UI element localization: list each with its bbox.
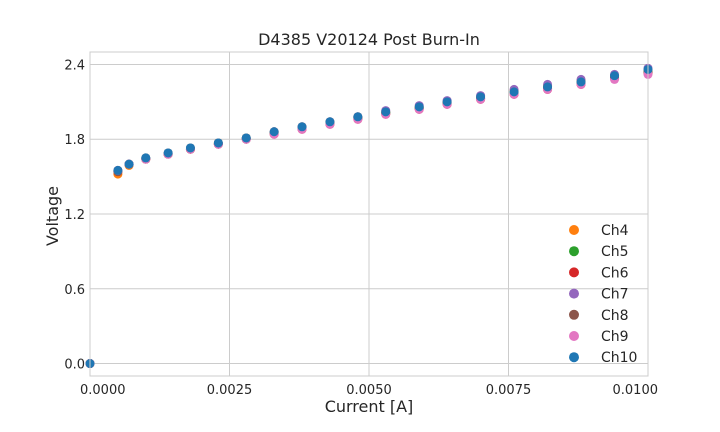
y-axis-label: Voltage bbox=[43, 186, 62, 246]
data-point bbox=[381, 107, 391, 117]
y-tick-label: 1.8 bbox=[64, 133, 85, 148]
series-ch10 bbox=[85, 64, 653, 369]
data-point bbox=[241, 133, 251, 143]
legend-marker bbox=[569, 288, 579, 299]
data-points bbox=[85, 63, 653, 369]
legend-marker bbox=[569, 267, 579, 278]
data-point bbox=[213, 138, 223, 148]
legend-marker bbox=[569, 246, 579, 257]
data-point bbox=[185, 143, 195, 153]
data-point bbox=[325, 117, 335, 127]
plot-frame bbox=[89, 51, 649, 377]
data-point bbox=[509, 87, 519, 97]
x-tick-label: 0.0075 bbox=[486, 383, 532, 398]
y-axis-ticks: 0.0 0.6 1.2 1.8 2.4 bbox=[64, 58, 85, 372]
data-point bbox=[543, 82, 553, 92]
legend-label: Ch6 bbox=[601, 265, 629, 281]
data-point bbox=[610, 71, 620, 81]
y-tick-label: 0.0 bbox=[64, 358, 85, 373]
x-axis-label: Current [A] bbox=[325, 397, 414, 416]
legend-label: Ch8 bbox=[601, 308, 629, 324]
data-point bbox=[113, 165, 123, 175]
legend-label: Ch10 bbox=[601, 350, 637, 366]
data-point bbox=[353, 112, 363, 122]
legend-marker bbox=[569, 352, 579, 363]
grid bbox=[89, 52, 649, 376]
x-tick-label: 0.0050 bbox=[346, 383, 392, 398]
legend-marker bbox=[569, 309, 579, 320]
data-point bbox=[476, 92, 486, 102]
y-tick-label: 1.2 bbox=[64, 208, 85, 223]
data-point bbox=[269, 127, 279, 137]
x-tick-label: 0.0000 bbox=[80, 383, 126, 398]
legend: Ch4 Ch5 Ch6 Ch7 Ch8 Ch9 Ch10 bbox=[569, 223, 637, 366]
x-axis-ticks: 0.0000 0.0025 0.0050 0.0075 0.0100 bbox=[80, 383, 658, 398]
data-point bbox=[414, 102, 424, 112]
data-point bbox=[576, 77, 586, 87]
y-tick-label: 0.6 bbox=[64, 283, 85, 298]
legend-label: Ch9 bbox=[601, 329, 629, 345]
data-point bbox=[141, 153, 151, 163]
y-tick-label: 2.4 bbox=[64, 58, 85, 73]
legend-label: Ch4 bbox=[601, 223, 629, 239]
legend-label: Ch7 bbox=[601, 287, 629, 303]
legend-label: Ch5 bbox=[601, 244, 629, 260]
chart-title: D4385 V20124 Post Burn-In bbox=[258, 30, 480, 49]
x-tick-label: 0.0100 bbox=[613, 383, 659, 398]
x-tick-label: 0.0025 bbox=[207, 383, 253, 398]
data-point bbox=[163, 148, 173, 158]
legend-marker bbox=[569, 331, 579, 341]
data-point bbox=[124, 159, 134, 169]
legend-marker bbox=[569, 225, 579, 235]
data-point bbox=[297, 122, 307, 132]
data-point bbox=[442, 97, 452, 107]
